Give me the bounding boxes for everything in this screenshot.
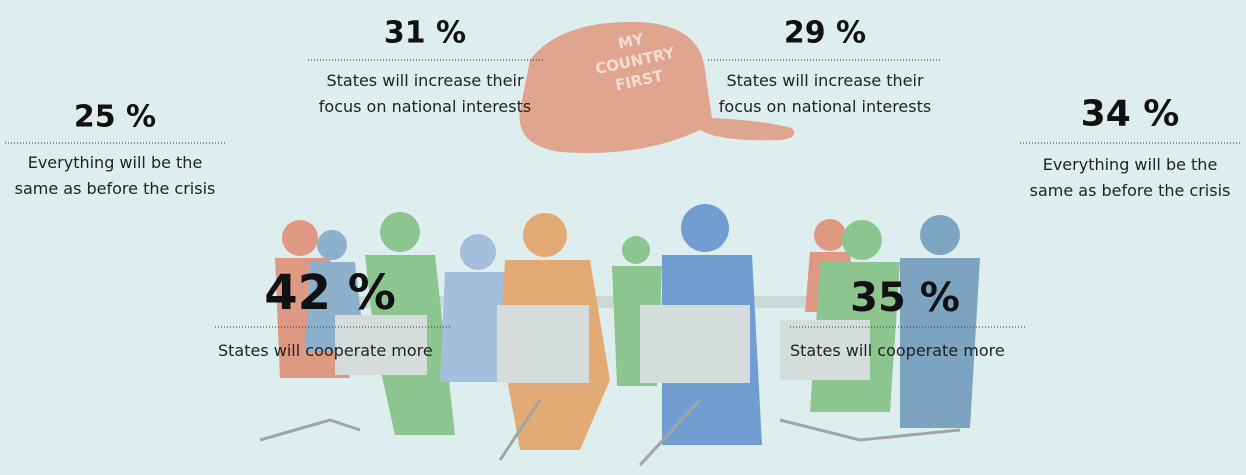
stat-label: focus on national interests	[319, 97, 531, 116]
infographic: MY COUNTRY FIRST 25 %Everything will be …	[0, 0, 1246, 475]
stat-value: 29 %	[784, 16, 866, 51]
stat-label: focus on national interests	[719, 97, 931, 116]
stat-label: States will increase their	[726, 71, 924, 90]
stat-label: States will increase their	[326, 71, 524, 90]
stat-label: Everything will be the	[28, 153, 203, 172]
stat-value: 31 %	[384, 16, 466, 51]
stat-label: Everything will be the	[1043, 155, 1218, 174]
stat-value: 34 %	[1081, 94, 1180, 135]
stat-label: same as before the crisis	[15, 179, 216, 198]
stat-label: States will cooperate more	[218, 341, 433, 360]
stat-value: 25 %	[74, 100, 156, 135]
stat-label: States will cooperate more	[790, 341, 1005, 360]
stat-value: 35 %	[850, 275, 960, 321]
stat-label: same as before the crisis	[1030, 181, 1231, 200]
stat-value: 42 %	[264, 265, 396, 321]
